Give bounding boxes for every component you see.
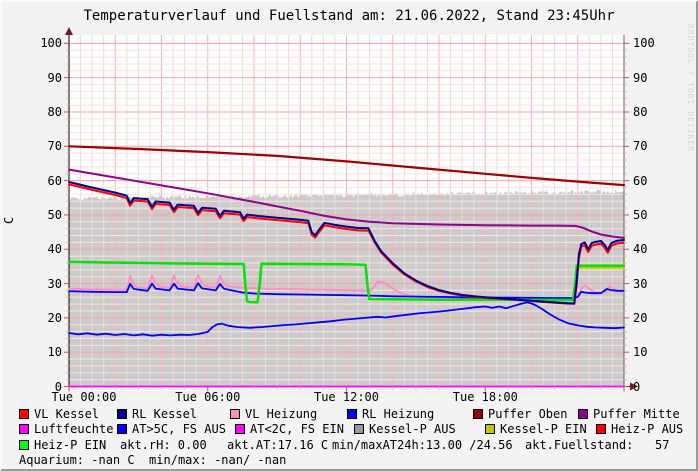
- y-tick-label-left: 90: [47, 70, 62, 85]
- legend-swatch-heiz-p-ein: [19, 440, 29, 450]
- legend-label: Puffer Mitte: [593, 407, 680, 421]
- watermark: RRDTOOL / TOBI OETIKER: [686, 24, 695, 152]
- legend-swatch-rl-heizung: [347, 409, 357, 419]
- x-tick-label: Tue 00:00: [51, 390, 117, 404]
- y-tick-label-right: 50: [633, 207, 648, 222]
- series-puffer-oben: [67, 145, 626, 187]
- x-tick-label: Tue 18:00: [452, 390, 518, 404]
- y-tick-label-right: 90: [633, 70, 648, 85]
- y-tick-label-left: 30: [47, 276, 62, 291]
- x-tick-label: Tue 06:00: [175, 390, 241, 404]
- y-tick-label-left: 60: [47, 173, 62, 188]
- legend-swatch-at-5c-fs-aus: [117, 424, 127, 434]
- y-tick-label-right: 30: [633, 276, 648, 291]
- legend-swatch-rl-kessel: [117, 409, 127, 419]
- legend-label: RL Kessel: [132, 407, 198, 421]
- legend-label: RL Heizung: [362, 407, 435, 421]
- series-rl-heizung: [68, 282, 625, 299]
- legend-text: akt.AT:17.16 C: [227, 438, 329, 452]
- y-tick-label-left: 50: [47, 207, 62, 222]
- legend-label: Kessel-P AUS: [369, 422, 456, 436]
- legend-swatch-vl-kessel: [19, 409, 29, 419]
- series-vl-heizung: [68, 274, 625, 300]
- legend-label: VL Kessel: [34, 407, 100, 421]
- legend-swatch-luftfeuchte: [19, 424, 29, 434]
- series-puffer-mitte: [68, 168, 625, 239]
- y-tick-label-right: 40: [633, 242, 648, 257]
- y-axis-arrow: [65, 27, 73, 35]
- series-at-aussen: [68, 301, 625, 337]
- legend-label: VL Heizung: [245, 407, 318, 421]
- legend-label: Puffer Oben: [488, 407, 568, 421]
- legend-label: Heiz-P AUS: [611, 422, 684, 436]
- y-tick-label-right: 80: [633, 105, 648, 119]
- y-tick-label-left: 10: [47, 345, 62, 360]
- y-tick-label-right: 60: [633, 173, 648, 188]
- legend-text: akt.rH: 0.00: [120, 438, 207, 452]
- legend-swatch-at-2c-fs-ein: [235, 424, 245, 434]
- legend-text: akt.Fuellstand: 57: [525, 438, 670, 452]
- legend-text: min/maxAT24h:13.00 /24.56: [332, 438, 513, 452]
- y-tick-label-left: 40: [47, 242, 62, 257]
- graph-title: Temperaturverlauf und Fuellstand am: 21.…: [83, 8, 615, 24]
- legend-label: Luftfeuchte: [34, 422, 114, 436]
- legend-label: AT>5C, FS AUS: [132, 422, 226, 436]
- legend-label: Kessel-P EIN: [500, 422, 587, 436]
- legend-swatch-kessel-p-ein: [485, 424, 495, 434]
- legend-text: Aquarium: -nan C min/max: -nan/ -nan: [19, 453, 287, 467]
- legend-swatch-vl-heizung: [230, 409, 240, 419]
- y-tick-label-left: 100: [40, 36, 62, 51]
- y-tick-label-left: 0: [54, 379, 62, 394]
- y-tick-label-right: 100: [633, 36, 655, 51]
- x-tick-label: Tue 12:00: [313, 390, 380, 404]
- y-tick-label-right: 20: [633, 310, 648, 325]
- legend-swatch-heiz-p-aus: [596, 424, 606, 434]
- legend-swatch-puffer-mitte: [578, 409, 588, 419]
- legend-swatch-kessel-p-aus: [354, 424, 364, 434]
- series-heiz-p-ein: [67, 260, 626, 304]
- series-rl-kessel: [68, 181, 625, 305]
- y-tick-label-left: 80: [47, 105, 62, 119]
- y-tick-label-right: 0: [633, 379, 641, 394]
- y-tick-label-left: 70: [47, 139, 62, 154]
- y-tick-label-left: 20: [47, 310, 62, 325]
- x-axis-arrow: [630, 382, 638, 391]
- y-tick-label-right: 70: [633, 139, 648, 154]
- y-tick-label-right: 10: [633, 345, 648, 360]
- legend-label: AT<2C, FS EIN: [250, 422, 344, 436]
- legend-swatch-puffer-oben: [473, 409, 483, 419]
- legend-label: Heiz-P EIN: [34, 438, 107, 452]
